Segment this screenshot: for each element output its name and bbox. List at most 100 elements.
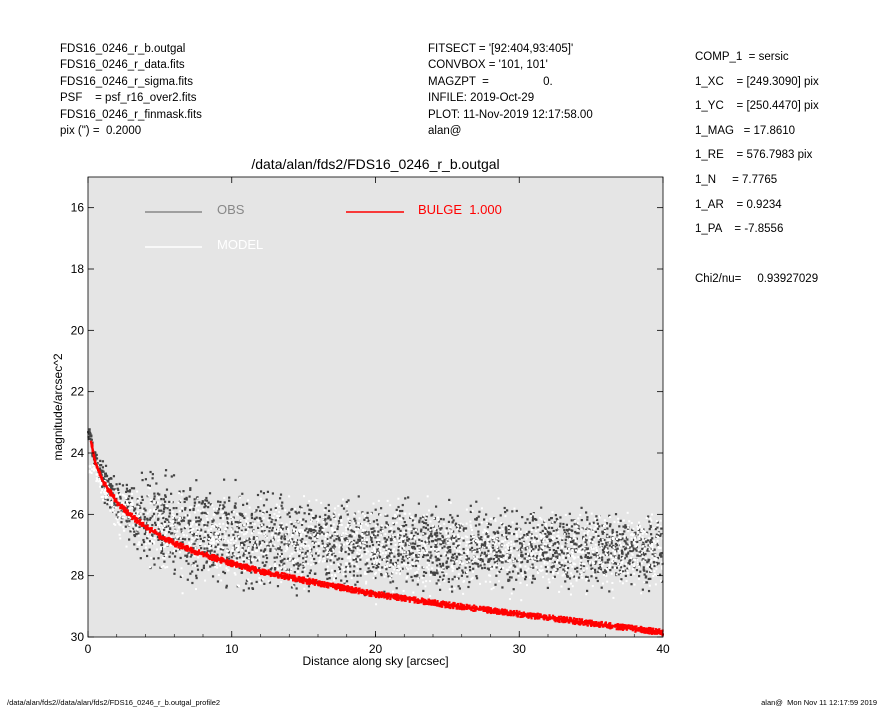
model-point [617, 517, 620, 520]
model-point [639, 524, 642, 527]
model-point [227, 515, 230, 518]
obs-point [647, 548, 650, 551]
model-point [365, 539, 368, 542]
obs-point [237, 526, 241, 530]
obs-point [427, 528, 430, 531]
obs-point [551, 543, 555, 546]
obs-point [504, 560, 507, 563]
obs-point [179, 575, 182, 578]
obs-point [365, 516, 368, 519]
obs-point [415, 575, 418, 578]
obs-point [196, 496, 199, 499]
obs-point [269, 541, 272, 544]
model-point [324, 535, 327, 538]
obs-point [183, 500, 186, 504]
obs-point [336, 527, 339, 531]
model-point [494, 563, 497, 566]
model-point [606, 553, 609, 556]
obs-point [273, 523, 276, 526]
obs-point [184, 506, 187, 510]
obs-point [318, 515, 322, 518]
model-point [612, 596, 615, 599]
model-point [244, 532, 247, 535]
model-point [169, 524, 172, 527]
model-point [345, 542, 348, 545]
obs-point [520, 560, 524, 564]
bulge-point [506, 613, 509, 617]
model-point [323, 559, 326, 562]
obs-point [199, 518, 202, 521]
obs-point [408, 552, 412, 555]
obs-point [358, 526, 361, 530]
model-point [442, 569, 445, 572]
model-point [436, 516, 439, 519]
model-point [287, 531, 290, 534]
obs-point [422, 515, 425, 518]
obs-point [645, 539, 648, 543]
obs-point [416, 532, 419, 535]
obs-point [422, 555, 425, 558]
obs-point [370, 527, 373, 530]
model-point [190, 528, 193, 531]
model-point [379, 546, 382, 549]
obs-point [531, 563, 534, 566]
obs-point [657, 562, 660, 565]
model-point [192, 528, 195, 531]
chi2-value: Chi2/nu= 0.93927029 [695, 273, 819, 285]
model-point [485, 519, 488, 522]
model-point [329, 534, 332, 537]
model-point [307, 544, 310, 547]
obs-point [263, 582, 266, 585]
model-point [474, 539, 477, 542]
model-point [189, 545, 192, 548]
obs-point [638, 562, 641, 565]
obs-point [605, 543, 608, 547]
model-point [103, 479, 106, 482]
model-point [163, 525, 166, 528]
obs-point [493, 549, 496, 552]
model-point [255, 558, 258, 561]
obs-point [211, 575, 215, 578]
obs-point [326, 517, 330, 520]
model-point [632, 565, 635, 568]
model-point [294, 520, 297, 523]
obs-point [449, 538, 453, 541]
obs-point [514, 540, 517, 543]
bulge-point [269, 574, 272, 578]
model-point [277, 567, 280, 570]
model-point [214, 565, 217, 568]
obs-point [659, 534, 662, 537]
obs-point [280, 552, 283, 556]
obs-point [608, 544, 611, 547]
model-point [320, 501, 323, 504]
model-point [446, 538, 449, 541]
model-point [335, 544, 338, 547]
model-point [326, 565, 329, 568]
model-point [579, 562, 582, 565]
model-point [526, 547, 529, 550]
obs-point [544, 535, 547, 539]
model-point [545, 538, 548, 541]
model-point [400, 518, 403, 521]
model-point [332, 523, 335, 526]
obs-point [573, 543, 576, 546]
model-point [280, 563, 283, 566]
model-point [386, 499, 389, 502]
model-point [217, 540, 220, 543]
model-point [310, 559, 313, 562]
model-point [218, 528, 221, 531]
obs-point [613, 548, 617, 551]
model-point [177, 501, 180, 504]
model-point [276, 565, 279, 568]
model-point [289, 536, 292, 539]
obs-point [99, 469, 102, 472]
model-point [594, 543, 597, 546]
model-point [353, 513, 356, 516]
model-point [413, 520, 416, 523]
obs-point [576, 566, 579, 570]
model-point [612, 558, 615, 561]
obs-point [494, 531, 497, 535]
obs-point [622, 525, 625, 528]
model-point [434, 541, 437, 544]
model-point [544, 554, 547, 557]
